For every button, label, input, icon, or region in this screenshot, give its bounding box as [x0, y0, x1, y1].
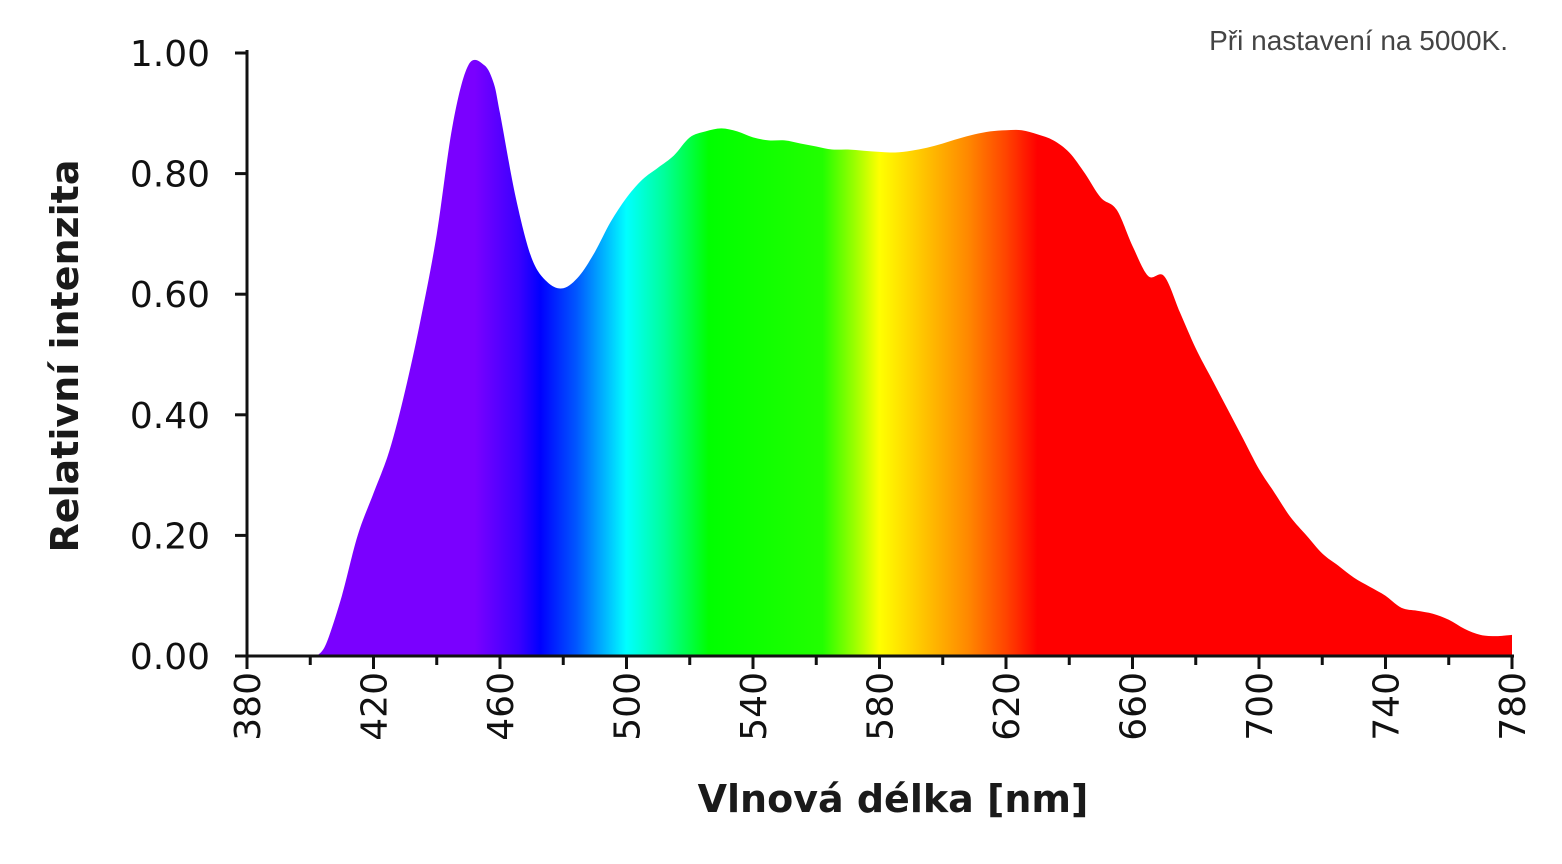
x-tick-label: 500 [608, 672, 649, 741]
x-tick-labels: 380 420 460 500 540 580 620 660 700 740 780 [228, 672, 1534, 741]
x-tick-label: 460 [481, 672, 522, 741]
x-tick-label: 580 [861, 672, 902, 741]
y-tick-label: 1.00 [130, 34, 210, 75]
y-tick-labels: 0.00 0.20 0.40 0.60 0.80 1.00 [130, 34, 210, 678]
y-tick-label: 0.40 [130, 396, 210, 437]
x-axis-title: Vlnová délka [nm] [698, 777, 1089, 821]
x-tick-label: 420 [355, 672, 396, 741]
y-tick-label: 0.00 [130, 637, 210, 678]
x-tick-label: 780 [1493, 672, 1534, 741]
x-tick-label: 540 [734, 672, 775, 741]
y-tick-label: 0.80 [130, 155, 210, 196]
y-tick-label: 0.60 [130, 275, 210, 316]
y-tick-marks [235, 51, 247, 658]
x-tick-label: 620 [987, 672, 1028, 741]
annotation-text: Při nastavení na 5000K. [1209, 25, 1508, 56]
x-tick-label: 380 [228, 672, 269, 741]
x-tick-marks [245, 656, 1514, 669]
y-tick-label: 0.20 [130, 516, 210, 557]
x-tick-label: 740 [1367, 672, 1408, 741]
spectrum-area [316, 59, 1513, 657]
x-tick-label: 700 [1240, 672, 1281, 741]
y-axis-title: Relativní intenzita [43, 160, 87, 553]
x-tick-label: 660 [1114, 672, 1155, 741]
